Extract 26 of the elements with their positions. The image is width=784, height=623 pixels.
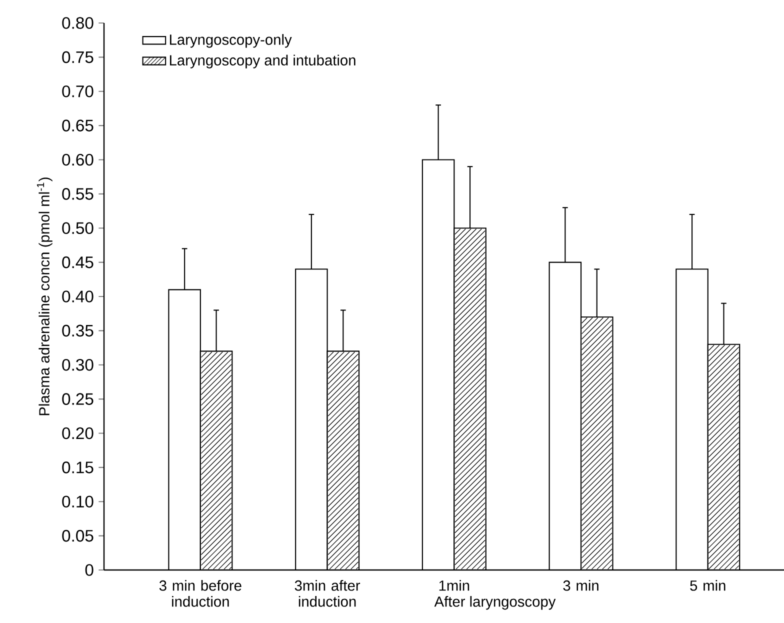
y-tick-label: 0.70	[62, 85, 94, 98]
y-tick-label: 0.40	[62, 290, 94, 302]
text: After laryngoscopy	[434, 596, 556, 610]
legend-label: Laryngoscopy and intubation	[170, 54, 356, 68]
x-tick-label: 1min	[439, 580, 470, 591]
y-tick-label: 0.15	[62, 462, 94, 474]
y-tick-label: 0.35	[62, 324, 94, 337]
y-tick-label: 0.20	[62, 427, 94, 440]
y-tick-label: 0.30	[62, 358, 94, 371]
x-tick-label: 3min after induction	[294, 580, 360, 607]
y-tick-label: 0.45	[62, 256, 94, 268]
x-tick-label: 3 min before induction	[159, 580, 242, 607]
y-tick-label: 0.25	[62, 393, 94, 405]
y-tick-label: 0.80	[62, 17, 94, 29]
y-tick-label: 0.75	[62, 51, 94, 64]
y-tick-label: 0	[85, 564, 94, 576]
y-axis-title: Plasma adrenaline concn (pmol ml$^{-1}$)	[36, 178, 52, 416]
legend-label: Laryngoscopy-only	[170, 34, 292, 48]
x-tick-label: 5 min	[690, 580, 726, 591]
y-tick-label: 0.50	[62, 222, 94, 234]
y-tick-label: 0.10	[62, 496, 94, 508]
y-tick-label: 0.60	[62, 154, 94, 166]
x-tick-label: 3 min	[563, 580, 598, 591]
y-tick-label: 0.65	[62, 120, 94, 132]
y-tick-label: 0.05	[62, 530, 94, 542]
y-tick-label: 0.55	[62, 188, 94, 200]
